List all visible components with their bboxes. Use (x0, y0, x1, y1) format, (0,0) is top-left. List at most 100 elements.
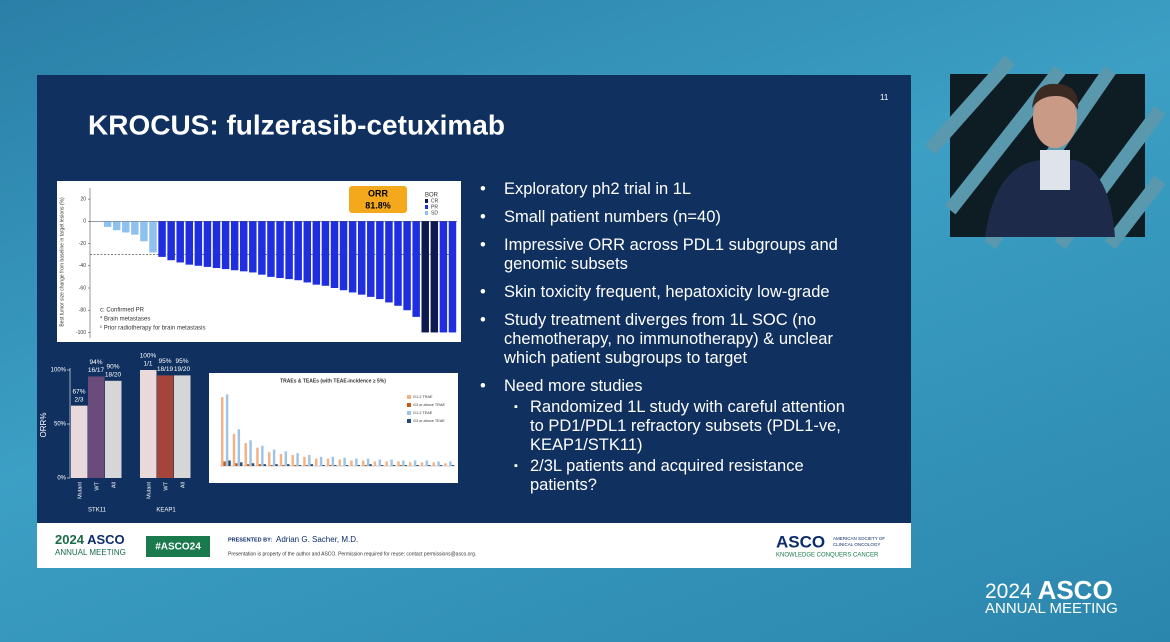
bar (185, 221, 194, 265)
bullet-list: Exploratory ph2 trial in 1L Small patient… (478, 180, 863, 504)
bar (392, 465, 396, 466)
meeting-name: ANNUAL MEETING (55, 548, 126, 557)
bar (390, 459, 393, 466)
bullet-text: Need more studies (504, 377, 643, 395)
bar (303, 456, 306, 466)
bar (203, 221, 212, 267)
bar (322, 465, 325, 466)
orr-box (349, 186, 407, 213)
y-label: Best tumor size change from baseline in … (59, 197, 65, 327)
bar (293, 465, 297, 466)
bar (339, 221, 348, 291)
bar (348, 221, 357, 293)
bar (329, 465, 332, 466)
legend-label: SD (431, 210, 438, 216)
sub-bullet: 2/3L patients and acquired resistance pa… (514, 457, 863, 495)
bar (378, 459, 382, 466)
legend-label: G1-2 TEAE (413, 411, 433, 415)
bar (397, 461, 400, 466)
bar (402, 460, 405, 466)
y-tick-label: -20 (79, 241, 86, 247)
x-tick-label: WT (94, 481, 100, 490)
legend-label: PR (431, 204, 438, 210)
bar (345, 465, 349, 466)
bar (228, 460, 231, 466)
bar (303, 221, 311, 283)
bar (312, 221, 321, 285)
bar (444, 463, 447, 466)
bar (364, 465, 367, 466)
bar (221, 397, 224, 466)
legend-swatch (407, 403, 411, 407)
bar (355, 458, 358, 466)
bar (451, 465, 454, 466)
logo-year: 2024 (55, 532, 85, 547)
bar (88, 376, 105, 478)
bar (432, 462, 435, 466)
note: c: Confirmed PR (100, 308, 145, 314)
y-tick-label: -40 (79, 263, 86, 269)
bar (287, 464, 290, 466)
y-tick-label: -100 (76, 330, 86, 336)
value-label: 100% (140, 353, 157, 360)
legend-swatch (425, 205, 428, 209)
logo-brand: ASCO (87, 532, 125, 547)
bar (343, 457, 346, 466)
org-name: AMERICAN SOCIETY OF (833, 536, 885, 541)
bar (267, 221, 275, 277)
x-tick-label: Mutant (146, 482, 152, 499)
group-label: KEAP1 (156, 508, 176, 514)
bar (305, 465, 309, 466)
bar (430, 221, 439, 333)
bar (140, 370, 157, 478)
fraction-label: 2/3 (74, 396, 83, 403)
bar (357, 465, 360, 466)
disclaimer: Presentation is property of the author a… (228, 551, 476, 557)
bar (235, 463, 238, 466)
bar (425, 460, 429, 466)
bullet-text: Exploratory ph2 trial in 1L (504, 180, 692, 198)
bar (310, 464, 313, 466)
bar (369, 464, 372, 466)
orr-y-label: ORR% (39, 413, 48, 438)
bar (284, 451, 288, 466)
legend-swatch (407, 395, 411, 399)
bar (428, 465, 431, 466)
bullet-text: Study treatment diverges from 1L SOC (no… (504, 311, 833, 367)
bar (294, 221, 302, 281)
org-brand: ASCO (776, 532, 825, 551)
bar (298, 465, 302, 466)
y-tick-label: 100% (51, 368, 67, 374)
legend-label: G3 or above TRAE (413, 403, 445, 407)
bar (279, 454, 283, 466)
bar (439, 221, 448, 333)
bar (437, 461, 440, 466)
bar (315, 458, 318, 466)
bar (285, 221, 293, 280)
bar (158, 221, 166, 257)
stream-name: ANNUAL MEETING (985, 600, 1118, 617)
bar (140, 221, 148, 242)
group-label: STK11 (88, 508, 107, 514)
y-tick-label: -80 (79, 308, 86, 314)
bar (268, 452, 271, 466)
ae-panel (209, 373, 458, 483)
bar (350, 460, 353, 466)
slide-title: KROCUS: fulzerasib-cetuximab (88, 109, 505, 140)
bar (282, 465, 285, 466)
bar (112, 221, 121, 231)
bar (366, 458, 370, 466)
sub-bullet: Randomized 1L study with careful attenti… (514, 398, 863, 455)
hashtag: #ASCO24 (155, 542, 201, 553)
bar (167, 221, 175, 261)
note: * Brain metastases (100, 317, 150, 323)
bar (103, 221, 112, 227)
y-tick-label: 0% (57, 476, 66, 482)
bar (149, 221, 157, 253)
fraction-label: 19/20 (174, 366, 191, 373)
bar (174, 375, 191, 478)
bullet: Impressive ORR across PDL1 subgroups and… (480, 236, 863, 274)
bar (319, 456, 323, 466)
bar (122, 221, 130, 233)
